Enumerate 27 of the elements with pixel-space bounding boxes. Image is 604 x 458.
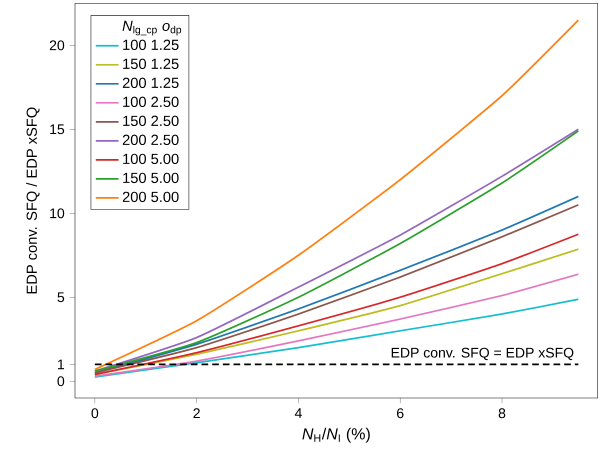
line-series (94, 19, 580, 370)
legend-title: N$_{lg_cp}$ o$_{dp}$ (122, 20, 182, 36)
legend-label: 100 2.50 (123, 96, 179, 108)
x-tick-label: 2 (193, 408, 200, 418)
legend-label: 200 5.00 (122, 192, 179, 202)
y-tick-label: 15 (50, 124, 64, 134)
x-tick-label: 8 (498, 408, 506, 418)
legend-label: 150 5.00 (123, 172, 179, 184)
y-tick-label: 0 (57, 376, 64, 386)
y-tick-label: 5 (58, 292, 64, 302)
ref-line-label: EDP conv. SFQ = EDP xSFQ (392, 348, 574, 360)
y-axis-title: EDP conv. SFQ / EDP xSFQ (26, 108, 40, 294)
x-tick-label: 0 (92, 408, 98, 418)
y-tick-label: 20 (50, 40, 64, 50)
x-tick-label: 6 (397, 408, 404, 418)
line-series (94, 273, 580, 378)
legend-label: 150 1.25 (123, 58, 179, 70)
legend-label: 100 5.00 (123, 154, 179, 164)
legend-label: 100 1.25 (123, 40, 179, 50)
legend-label: 200 1.25 (122, 78, 179, 88)
x-axis-title: N$_{H}$/N$_{I}$ (%) (302, 428, 370, 443)
x-tick-label: 4 (294, 408, 302, 418)
y-tick-label: 1 (58, 360, 64, 370)
legend-label: 200 2.50 (122, 134, 179, 146)
y-tick-label: 10 (50, 208, 64, 218)
line-series (94, 298, 580, 378)
legend-label: 150 2.50 (123, 116, 179, 126)
